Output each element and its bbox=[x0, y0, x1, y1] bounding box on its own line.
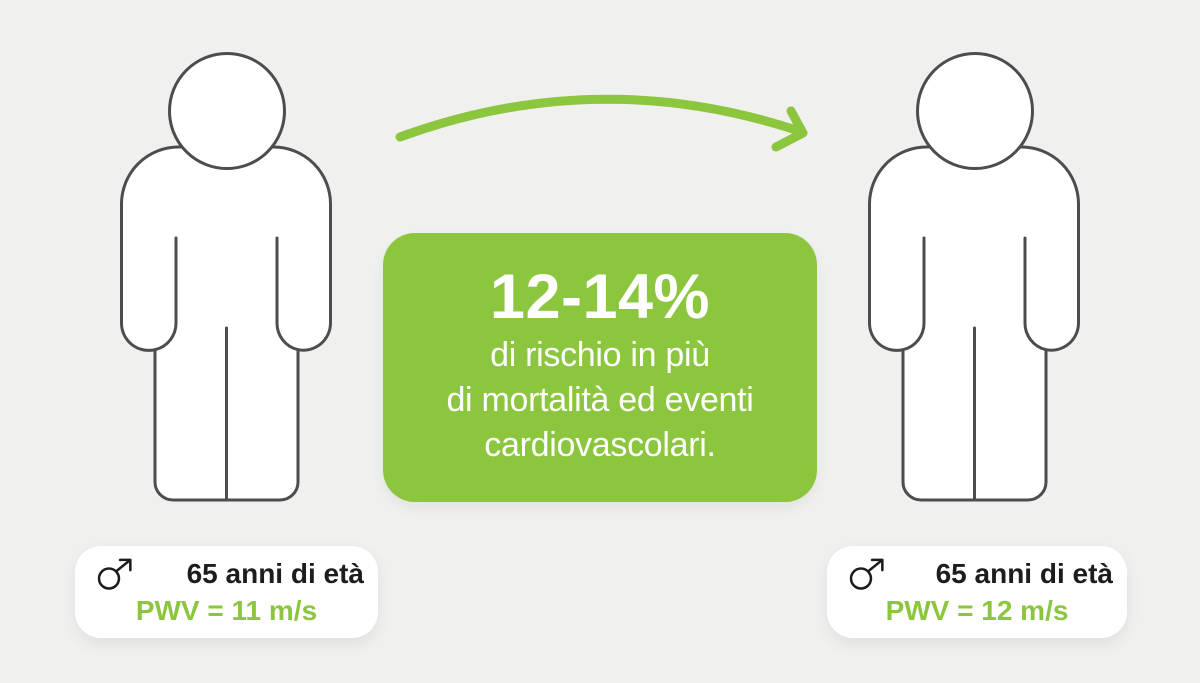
right-person-icon bbox=[865, 49, 1085, 505]
right-person-label-card: 65 anni di età PWV = 12 m/s bbox=[827, 546, 1127, 638]
male-icon bbox=[97, 558, 136, 590]
risk-text-line-1: di rischio in più bbox=[490, 336, 710, 374]
risk-text-line-3: cardiovascolari. bbox=[484, 426, 716, 464]
right-age-text: 65 anni di età bbox=[935, 558, 1113, 589]
right-pwv-value: PWV = 12 m/s bbox=[885, 595, 1069, 626]
risk-statement-box: 12-14% di rischio in più di mortalità ed… bbox=[383, 233, 817, 502]
risk-percentage: 12-14% bbox=[489, 262, 711, 332]
curved-arrow-icon bbox=[395, 94, 808, 152]
left-age-text: 65 anni di età bbox=[186, 558, 364, 589]
left-person-label-card: 65 anni di età PWV = 11 m/s bbox=[75, 546, 378, 638]
male-icon bbox=[849, 558, 888, 590]
right-card-top-row: 65 anni di età bbox=[827, 546, 1127, 590]
left-pwv-value: PWV = 11 m/s bbox=[135, 595, 318, 626]
left-card-top-row: 65 anni di età bbox=[75, 546, 378, 590]
risk-text-line-2: di mortalità ed eventi bbox=[446, 381, 754, 419]
left-person-icon bbox=[117, 49, 337, 505]
